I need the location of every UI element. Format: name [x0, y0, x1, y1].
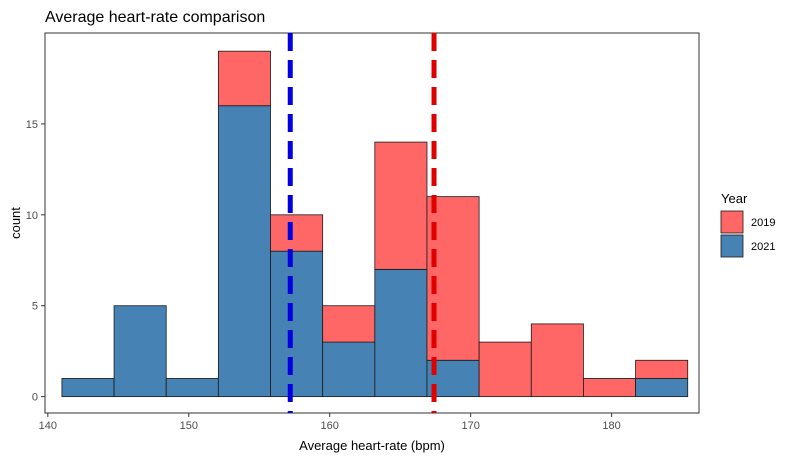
bars-layer — [61, 50, 689, 398]
y-axis-title: count — [8, 207, 23, 239]
bar-2019-bin-4 — [270, 214, 324, 252]
y-tick-label-0: 0 — [32, 392, 38, 404]
x-tick-label-140: 140 — [39, 420, 57, 432]
x-tick-label-150: 150 — [180, 420, 198, 432]
bar-2021-bin-3 — [217, 105, 271, 398]
x-axis: 140 150 160 170 180 — [39, 413, 621, 432]
legend-swatch-2019 — [720, 210, 744, 234]
bar-2021-bin-4 — [270, 250, 324, 398]
y-tick-label-15: 15 — [26, 119, 38, 131]
y-tick-label-5: 5 — [32, 301, 38, 313]
legend-label-2019: 2019 — [751, 217, 775, 229]
bar-2021-bin-1 — [113, 305, 167, 398]
bar-2021-bin-11 — [635, 378, 689, 398]
bar-2021-bin-2 — [165, 378, 219, 398]
bar-2019-bin-9 — [530, 323, 584, 398]
legend-entries: 2019 2021 — [720, 210, 775, 258]
bar-2019-bin-10 — [583, 378, 636, 398]
x-tick-label-180: 180 — [602, 420, 620, 432]
y-axis: 0 5 10 15 — [26, 119, 45, 404]
x-axis-title: Average heart-rate (bpm) — [299, 438, 445, 453]
bar-2021-bin-6 — [374, 268, 428, 398]
bar-2019-bin-8 — [478, 341, 532, 398]
chart-title: Average heart-rate comparison — [45, 9, 265, 26]
bar-2021-bin-5 — [322, 341, 376, 398]
y-tick-label-10: 10 — [26, 210, 38, 222]
bar-2019-bin-6 — [374, 141, 428, 270]
legend: Year 2019 2021 — [720, 191, 775, 258]
legend-label-2021: 2021 — [751, 241, 775, 253]
reference-lines-layer — [287, 33, 437, 413]
bar-2019-bin-5 — [322, 305, 376, 343]
bar-2019-bin-11 — [635, 359, 689, 379]
legend-title: Year — [721, 191, 748, 206]
bar-2021-bin-0 — [61, 378, 115, 398]
x-tick-label-160: 160 — [321, 420, 339, 432]
x-tick-label-170: 170 — [461, 420, 479, 432]
legend-swatch-2021 — [720, 234, 744, 258]
bar-2019-bin-3 — [217, 50, 271, 107]
